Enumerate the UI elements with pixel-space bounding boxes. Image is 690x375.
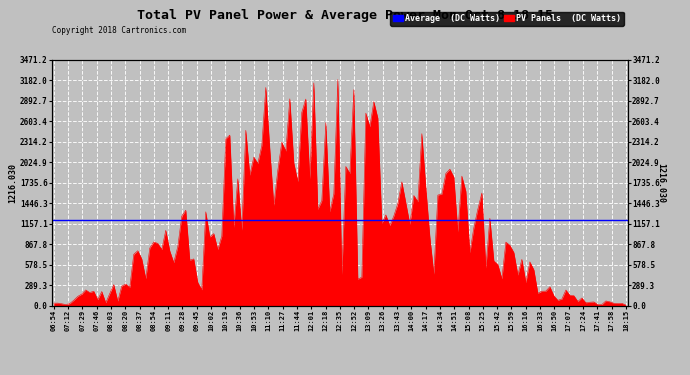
Text: Total PV Panel Power & Average Power Mon Oct 8 18:15: Total PV Panel Power & Average Power Mon… [137, 9, 553, 22]
Y-axis label: 1216.030: 1216.030 [8, 163, 17, 203]
Legend: Average  (DC Watts), PV Panels  (DC Watts): Average (DC Watts), PV Panels (DC Watts) [391, 12, 624, 26]
Y-axis label: 1216.030: 1216.030 [656, 163, 665, 203]
Text: Copyright 2018 Cartronics.com: Copyright 2018 Cartronics.com [52, 26, 186, 35]
